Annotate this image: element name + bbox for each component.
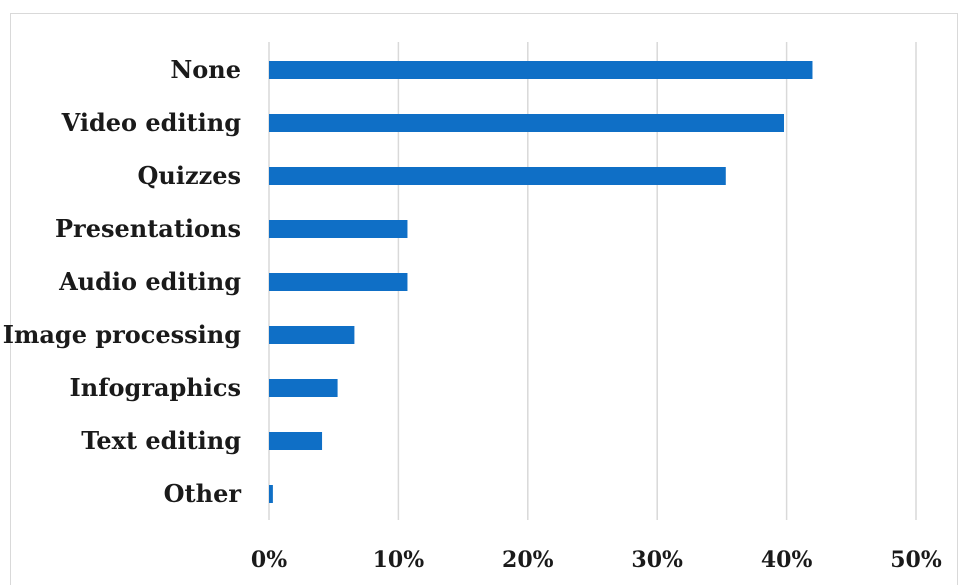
category-label: Audio editing [58, 267, 241, 296]
bars [269, 61, 813, 503]
bar [269, 61, 813, 79]
category-label: None [170, 55, 241, 84]
category-label: Quizzes [137, 161, 241, 190]
category-label: Image processing [3, 320, 241, 349]
category-labels: None Video editing Quizzes Presentations Aud… [3, 55, 242, 508]
bar [269, 485, 273, 503]
bar [269, 379, 338, 397]
chart-frame [10, 13, 958, 585]
category-label: Presentations [55, 214, 241, 243]
category-label: Text editing [81, 426, 241, 455]
x-tick-labels: 0% 10% 20% 30% 40% 50% [251, 547, 942, 573]
category-label: Infographics [70, 373, 241, 402]
x-tick-label: 50% [890, 547, 942, 573]
bar [269, 432, 323, 450]
category-label: Video editing [61, 108, 242, 137]
category-label: Other [164, 479, 242, 508]
bar [269, 326, 355, 344]
x-tick-label: 0% [251, 547, 287, 573]
x-tick-label: 40% [761, 547, 813, 573]
bar [269, 273, 408, 291]
x-tick-label: 20% [502, 547, 554, 573]
bar [269, 220, 408, 238]
bar [269, 167, 726, 185]
x-tick-label: 30% [631, 547, 683, 573]
bar [269, 114, 785, 132]
x-tick-label: 10% [373, 547, 425, 573]
